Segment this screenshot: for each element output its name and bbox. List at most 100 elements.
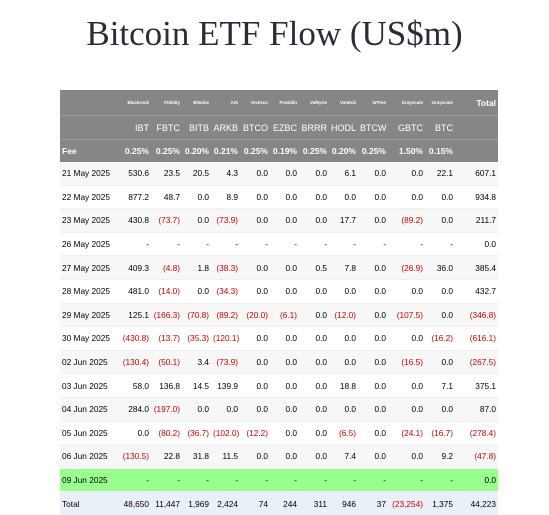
flow-value: 0.0: [270, 162, 299, 186]
flow-value: 0.0: [270, 421, 299, 446]
flow-value: -: [299, 232, 329, 257]
issuer-name: Ark: [211, 90, 240, 116]
flow-value: 0.0: [425, 350, 455, 375]
flow-value: (24.1): [388, 421, 425, 446]
flow-value: 0.0: [211, 397, 240, 422]
flow-value: 0.0: [299, 185, 329, 210]
flow-value: 0.0: [358, 162, 388, 186]
flow-value: (73.7): [151, 208, 182, 233]
flow-value: (50.1): [151, 350, 182, 375]
flow-value: 0.0: [388, 326, 425, 351]
ticker: BTC: [425, 115, 455, 140]
flow-value: (120.1): [211, 326, 240, 351]
flow-value: 0.0: [358, 255, 388, 280]
flow-value: 18.8: [329, 373, 358, 398]
flow-value: 36.0: [425, 255, 455, 280]
flow-value: (73.9): [211, 350, 240, 375]
flow-value: 0.0: [240, 397, 270, 422]
issuer-row: Blackrock Fidelity Bitwise Ark Invesco Frankl…: [60, 90, 498, 116]
flow-value: 0.0: [358, 444, 388, 469]
flow-value: -: [299, 468, 329, 493]
total-value: 37: [358, 491, 388, 515]
flow-value: 0.0: [358, 421, 388, 446]
fee: 0.20%: [329, 139, 358, 162]
date: 06 Jun 2025: [60, 444, 120, 469]
flow-value: 0.0: [182, 208, 211, 233]
flow-value: 0.0: [388, 397, 425, 422]
total-value: 946: [329, 491, 358, 515]
flow-value: 0.0: [358, 208, 388, 233]
flow-value: 0.0: [388, 279, 425, 304]
issuer-name: Fidelity: [151, 90, 182, 116]
flow-value: 0.0: [240, 444, 270, 469]
flow-value: 31.8: [182, 444, 211, 469]
flow-value: (38.3): [211, 255, 240, 280]
issuer-name: Grayscale: [425, 90, 455, 116]
flow-value: 0.0: [240, 162, 270, 186]
data-row: 27 May 2025 409.3 (4.8) 1.8 (38.3) 0.0 0.0 0.5 7…: [60, 255, 498, 280]
flow-value: 0.0: [425, 208, 455, 233]
flow-value: 136.8: [151, 373, 182, 398]
data-row: 28 May 2025 481.0 (14.0) 0.0 (34.3) 0.0 0.0 0.0…: [60, 279, 498, 304]
flow-value: 0.0: [388, 444, 425, 469]
flow-value: -: [329, 232, 358, 257]
flow-value: 877.2: [120, 185, 151, 210]
fee: 0.25%: [120, 139, 151, 162]
flow-value: 11.5: [211, 444, 240, 469]
fee: 1.50%: [388, 139, 425, 162]
flow-value: 0.0: [329, 397, 358, 422]
total-value: 74: [240, 491, 270, 515]
flow-value: 0.0: [388, 373, 425, 398]
data-row: 21 May 2025 530.6 23.5 20.5 4.3 0.0 0.0 0.0 6.1 0…: [60, 162, 498, 186]
flow-value: (70.8): [182, 303, 211, 328]
flow-value: (89.2): [211, 303, 240, 328]
flow-value: 607.1: [455, 162, 498, 186]
flow-value: 0.0: [329, 185, 358, 210]
ticker: ARKB: [211, 115, 240, 140]
flow-value: 0.0: [299, 421, 329, 446]
flow-value: -: [425, 468, 455, 493]
flow-value: (130.5): [120, 444, 151, 469]
flow-value: (36.7): [182, 421, 211, 446]
flow-value: 211.7: [455, 208, 498, 233]
flow-value: (616.1): [455, 326, 498, 351]
flow-value: (34.3): [211, 279, 240, 304]
flow-value: 6.1: [329, 162, 358, 186]
flow-value: 0.0: [299, 326, 329, 351]
ticker: BRRR: [299, 115, 329, 140]
flow-value: (47.8): [455, 444, 498, 469]
flow-value: 0.0: [329, 350, 358, 375]
flow-value: 48.7: [151, 185, 182, 210]
total-value: 244: [270, 491, 299, 515]
date: 28 May 2025: [60, 279, 120, 304]
flow-value: 0.0: [358, 303, 388, 328]
data-row: 03 Jun 2025 58.0 136.8 14.5 139.9 0.0 0.0 0.0 18…: [60, 373, 498, 398]
flow-value: -: [120, 468, 151, 493]
flow-value: 0.0: [240, 185, 270, 210]
flow-value: 14.5: [182, 373, 211, 398]
total-value: 44,223: [455, 491, 498, 515]
ticker-row: IBT FBTC BITB ARKB BTCO EZBC BRRR HODL BTCW GBTC B…: [60, 115, 498, 140]
data-row: 29 May 2025 125.1 (166.3) (70.8) (89.2) (20.0…: [60, 303, 498, 328]
header-cell: [455, 139, 498, 162]
flow-value: 22.8: [151, 444, 182, 469]
flow-value: 0.0: [455, 232, 498, 257]
flow-value: (197.0): [151, 397, 182, 422]
fee: 0.20%: [182, 139, 211, 162]
total-value: 48,650: [120, 491, 151, 515]
total-value: 11,447: [151, 491, 182, 515]
flow-value: 0.0: [358, 397, 388, 422]
flow-value: 125.1: [120, 303, 151, 328]
ticker: BTCO: [240, 115, 270, 140]
flow-value: 7.1: [425, 373, 455, 398]
flow-value: (346.8): [455, 303, 498, 328]
flow-value: (35.3): [182, 326, 211, 351]
issuer-name: Blackrock: [120, 90, 151, 116]
flow-value: 0.0: [388, 185, 425, 210]
flow-value: 0.0: [299, 350, 329, 375]
flow-value: 0.0: [425, 303, 455, 328]
flow-value: 0.0: [270, 279, 299, 304]
flow-value: (102.0): [211, 421, 240, 446]
flow-value: 409.3: [120, 255, 151, 280]
flow-value: 0.0: [240, 326, 270, 351]
